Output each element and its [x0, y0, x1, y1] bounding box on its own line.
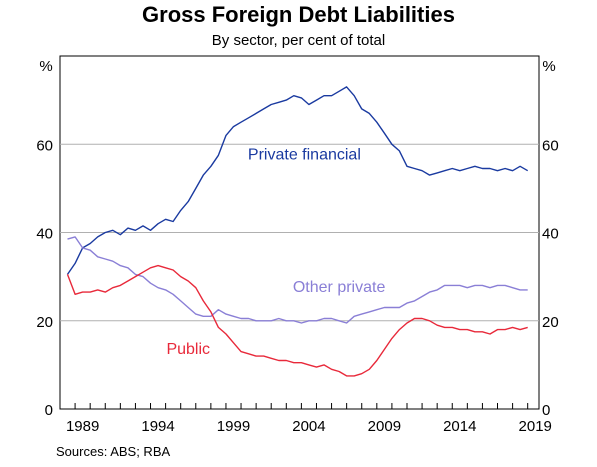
x-tick-label: 1994: [141, 418, 174, 435]
y-tick-label-right: 20: [542, 314, 559, 331]
chart-subtitle: By sector, per cent of total: [211, 32, 386, 49]
series-label-public: Public: [166, 341, 210, 358]
x-tick-label: 1989: [66, 418, 99, 435]
y-axis-unit-right: %: [542, 58, 555, 75]
grid-lines: [60, 143, 539, 322]
x-tick-label: 2014: [443, 418, 476, 435]
x-tick-label: 2019: [519, 418, 552, 435]
y-tick-label-left: 60: [36, 137, 53, 154]
y-tick-label-left: 20: [36, 314, 53, 331]
source-note: Sources: ABS; RBA: [56, 444, 171, 459]
series-line-public: [66, 264, 528, 377]
x-tick-label: 1999: [217, 418, 250, 435]
x-tick-label: 2004: [292, 418, 325, 435]
y-axis-unit-left: %: [39, 58, 52, 75]
y-tick-label-right: 60: [542, 137, 559, 154]
series-line-other-private: [67, 236, 528, 324]
series-label-other-private: Other private: [293, 279, 386, 296]
series-line-private-financial: [66, 86, 529, 275]
y-tick-label-left: 40: [36, 226, 53, 243]
series-label-private-financial: Private financial: [248, 147, 361, 164]
axis-ticks: 0 0 20 20 40 40 60 60 1989 1994 1999 2004 2009 2014 20…: [36, 137, 558, 435]
y-tick-label-right: 40: [542, 226, 559, 243]
y-tick-label-right: 0: [542, 402, 550, 419]
y-tick-label-left: 0: [45, 402, 53, 419]
x-tick-label: 2009: [368, 418, 401, 435]
chart-title: Gross Foreign Debt Liabilities: [142, 2, 455, 27]
series-lines: Private financial Other private Public: [66, 86, 529, 377]
